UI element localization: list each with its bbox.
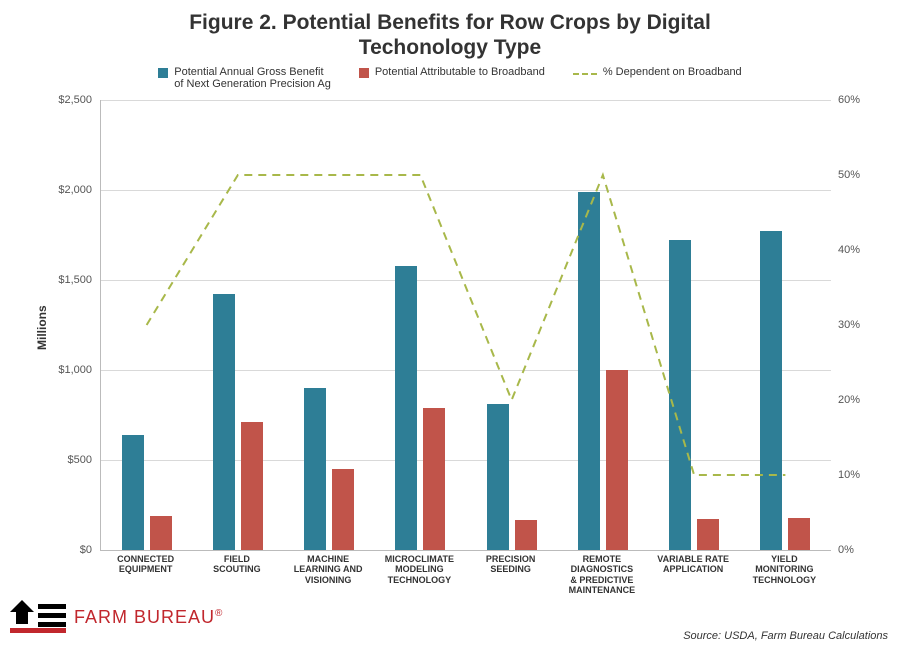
bar-series1 (304, 388, 326, 550)
bar-series1 (213, 294, 235, 550)
gridline (101, 190, 831, 191)
legend-swatch-bar2 (359, 68, 369, 78)
legend-swatch-bar1 (158, 68, 168, 78)
bar-series1 (578, 192, 600, 550)
y1-axis-title: Millions (35, 305, 49, 350)
bar-series2 (423, 408, 445, 550)
logo-text: FARM BUREAU® (74, 607, 223, 628)
y2-tick-label: 30% (838, 319, 860, 331)
x-category-label: PRECISIONSEEDING (465, 554, 556, 575)
legend-swatch-line (573, 73, 597, 75)
x-category-label: MICROCLIMATEMODELINGTECHNOLOGY (374, 554, 465, 585)
bar-series1 (760, 231, 782, 550)
bar-series2 (150, 516, 172, 550)
x-category-label: FIELDSCOUTING (191, 554, 282, 575)
y2-tick-label: 10% (838, 469, 860, 481)
legend-label-bar1: Potential Annual Gross Benefitof Next Ge… (174, 66, 331, 90)
bar-series2 (788, 518, 810, 550)
legend: Potential Annual Gross Benefitof Next Ge… (0, 66, 900, 90)
bar-series1 (122, 435, 144, 550)
x-category-label: REMOTEDIAGNOSTICS& PREDICTIVEMAINTENANCE (556, 554, 647, 595)
y2-tick-label: 40% (838, 244, 860, 256)
plot-area (100, 100, 831, 551)
gridline (101, 280, 831, 281)
legend-item-bar2: Potential Attributable to Broadband (359, 66, 545, 78)
gridline (101, 370, 831, 371)
chart-container: Figure 2. Potential Benefits for Row Cro… (0, 0, 900, 648)
x-category-label: CONNECTEDEQUIPMENT (100, 554, 191, 575)
title-line-2: Techonology Type (0, 35, 900, 60)
bar-series2 (241, 422, 263, 550)
x-category-label: VARIABLE RATEAPPLICATION (648, 554, 739, 575)
bar-series2 (332, 469, 354, 550)
legend-item-bar1: Potential Annual Gross Benefitof Next Ge… (158, 66, 331, 90)
bar-series1 (395, 266, 417, 550)
x-category-label: YIELDMONITORINGTECHNOLOGY (739, 554, 830, 585)
gridline (101, 460, 831, 461)
title-line-1: Figure 2. Potential Benefits for Row Cro… (0, 10, 900, 35)
gridline (101, 100, 831, 101)
line-series-layer (101, 100, 831, 550)
bar-series2 (606, 370, 628, 550)
y2-tick-label: 60% (838, 94, 860, 106)
x-category-label: MACHINELEARNING ANDVISIONING (283, 554, 374, 585)
fb-logo-icon (10, 600, 66, 634)
legend-label-bar2: Potential Attributable to Broadband (375, 66, 545, 78)
legend-label-line: % Dependent on Broadband (603, 66, 742, 78)
y2-tick-label: 20% (838, 394, 860, 406)
y2-tick-label: 50% (838, 169, 860, 181)
bar-series2 (697, 519, 719, 551)
logo: FARM BUREAU® (10, 600, 223, 634)
chart-title: Figure 2. Potential Benefits for Row Cro… (0, 0, 900, 60)
source-text: Source: USDA, Farm Bureau Calculations (683, 630, 888, 642)
bar-series2 (515, 520, 537, 550)
bar-series1 (669, 240, 691, 550)
bar-series1 (487, 404, 509, 550)
y2-tick-label: 0% (838, 544, 854, 556)
legend-item-line: % Dependent on Broadband (573, 66, 742, 78)
